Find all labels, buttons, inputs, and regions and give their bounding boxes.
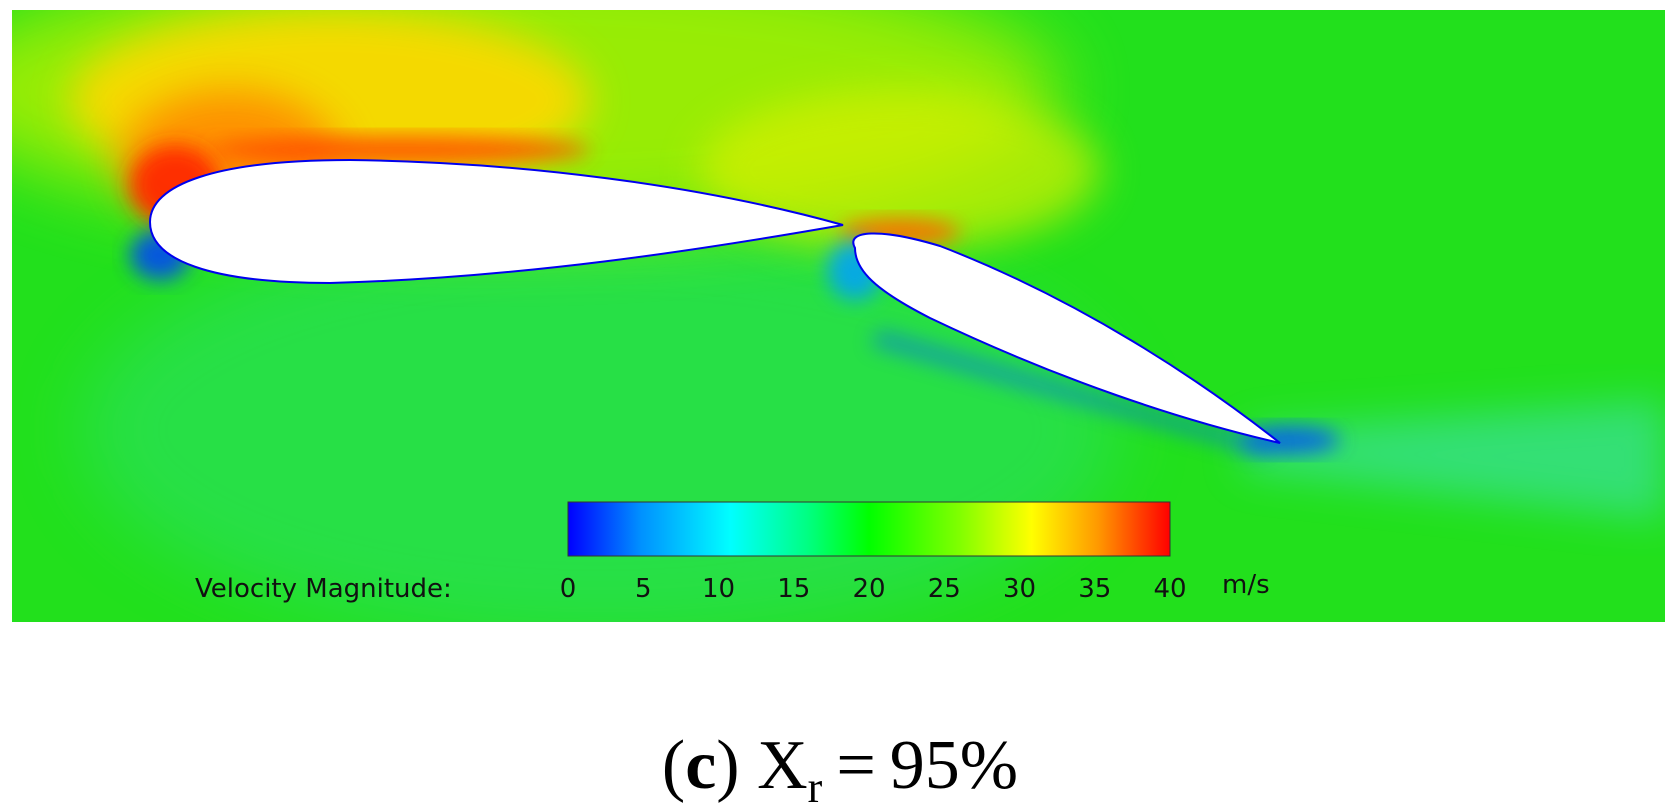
colorbar-tick-label: 10 <box>702 574 735 604</box>
flap-airfoil <box>852 232 1281 444</box>
velocity-colorbar: Velocity Magnitude: 0 5 10 15 20 25 30 35 40 m/s <box>195 501 1270 604</box>
colorbar-tick-label: 5 <box>635 574 652 604</box>
caption-panel-letter: c <box>685 727 716 804</box>
caption-equals: = <box>836 727 875 804</box>
main-airfoil <box>148 158 844 285</box>
colorbar-tick-labels: 0 5 10 15 20 25 30 35 40 <box>560 574 1187 604</box>
colorbar-title: Velocity Magnitude: <box>195 574 452 604</box>
caption-subscript: r <box>808 763 823 809</box>
colorbar-tick-label: 0 <box>560 574 577 604</box>
caption-value: 95% <box>890 727 1018 804</box>
caption-close-paren: ) <box>716 727 757 804</box>
colorbar-gradient <box>567 501 1171 557</box>
colorbar-tick-label: 15 <box>777 574 810 604</box>
colorbar-tick-label: 25 <box>928 574 961 604</box>
figure-caption: (c) Xr = 95% <box>662 727 1018 809</box>
colorbar-tick-label: 40 <box>1153 574 1186 604</box>
colorbar-unit: m/s <box>1222 570 1270 600</box>
colorbar-tick-label: 20 <box>852 574 885 604</box>
caption-symbol: X <box>757 727 808 804</box>
colorbar-tick-label: 30 <box>1003 574 1036 604</box>
caption-open-paren: ( <box>662 727 685 804</box>
colorbar-tick-label: 35 <box>1078 574 1111 604</box>
